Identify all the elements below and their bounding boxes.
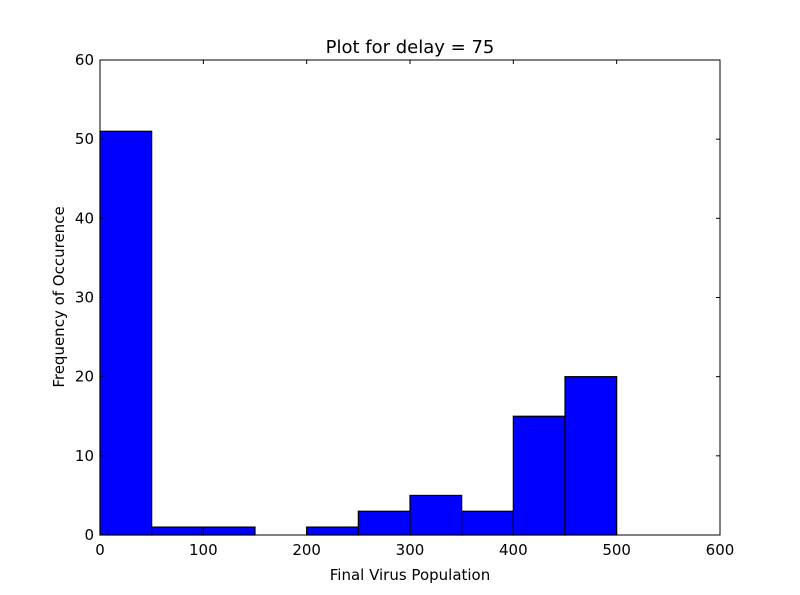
histogram-bar-9 — [564, 376, 618, 536]
histogram-bar-6 — [409, 494, 463, 536]
y-tick-label-20: 20 — [75, 368, 94, 386]
y-tick-label-50: 50 — [75, 130, 94, 148]
x-tick-label-600: 600 — [706, 541, 735, 559]
x-tick-label-400: 400 — [499, 541, 528, 559]
y-tick-label-30: 30 — [75, 289, 94, 307]
plot-frame — [99, 59, 721, 536]
histogram-bar-8 — [512, 415, 566, 536]
bars-group — [99, 130, 618, 536]
histogram-bar-5 — [357, 510, 411, 536]
x-tick-label-0: 0 — [95, 541, 105, 559]
y-tick-label-60: 60 — [75, 51, 94, 69]
chart-title: Plot for delay = 75 — [326, 37, 495, 58]
x-tick-label-200: 200 — [292, 541, 321, 559]
x-tick-label-300: 300 — [396, 541, 425, 559]
y-axis-label: Frequency of Occurence — [50, 206, 68, 387]
histogram-bar-4 — [306, 526, 359, 536]
histogram-bar-0 — [99, 130, 153, 536]
x-tick-label-100: 100 — [189, 541, 218, 559]
ticks-group: 0 100 200 300 400 500 600 0 10 20 30 40 50 60 — [75, 51, 734, 559]
x-tick-label-500: 500 — [602, 541, 631, 559]
histogram-bar-7 — [461, 510, 514, 536]
y-tick-label-40: 40 — [75, 209, 94, 227]
y-tick-label-0: 0 — [84, 526, 94, 544]
y-tick-label-10: 10 — [75, 447, 94, 465]
histogram-bar-1 — [151, 526, 204, 536]
x-axis-label: Final Virus Population — [330, 566, 491, 584]
histogram-bar-2 — [202, 526, 256, 536]
